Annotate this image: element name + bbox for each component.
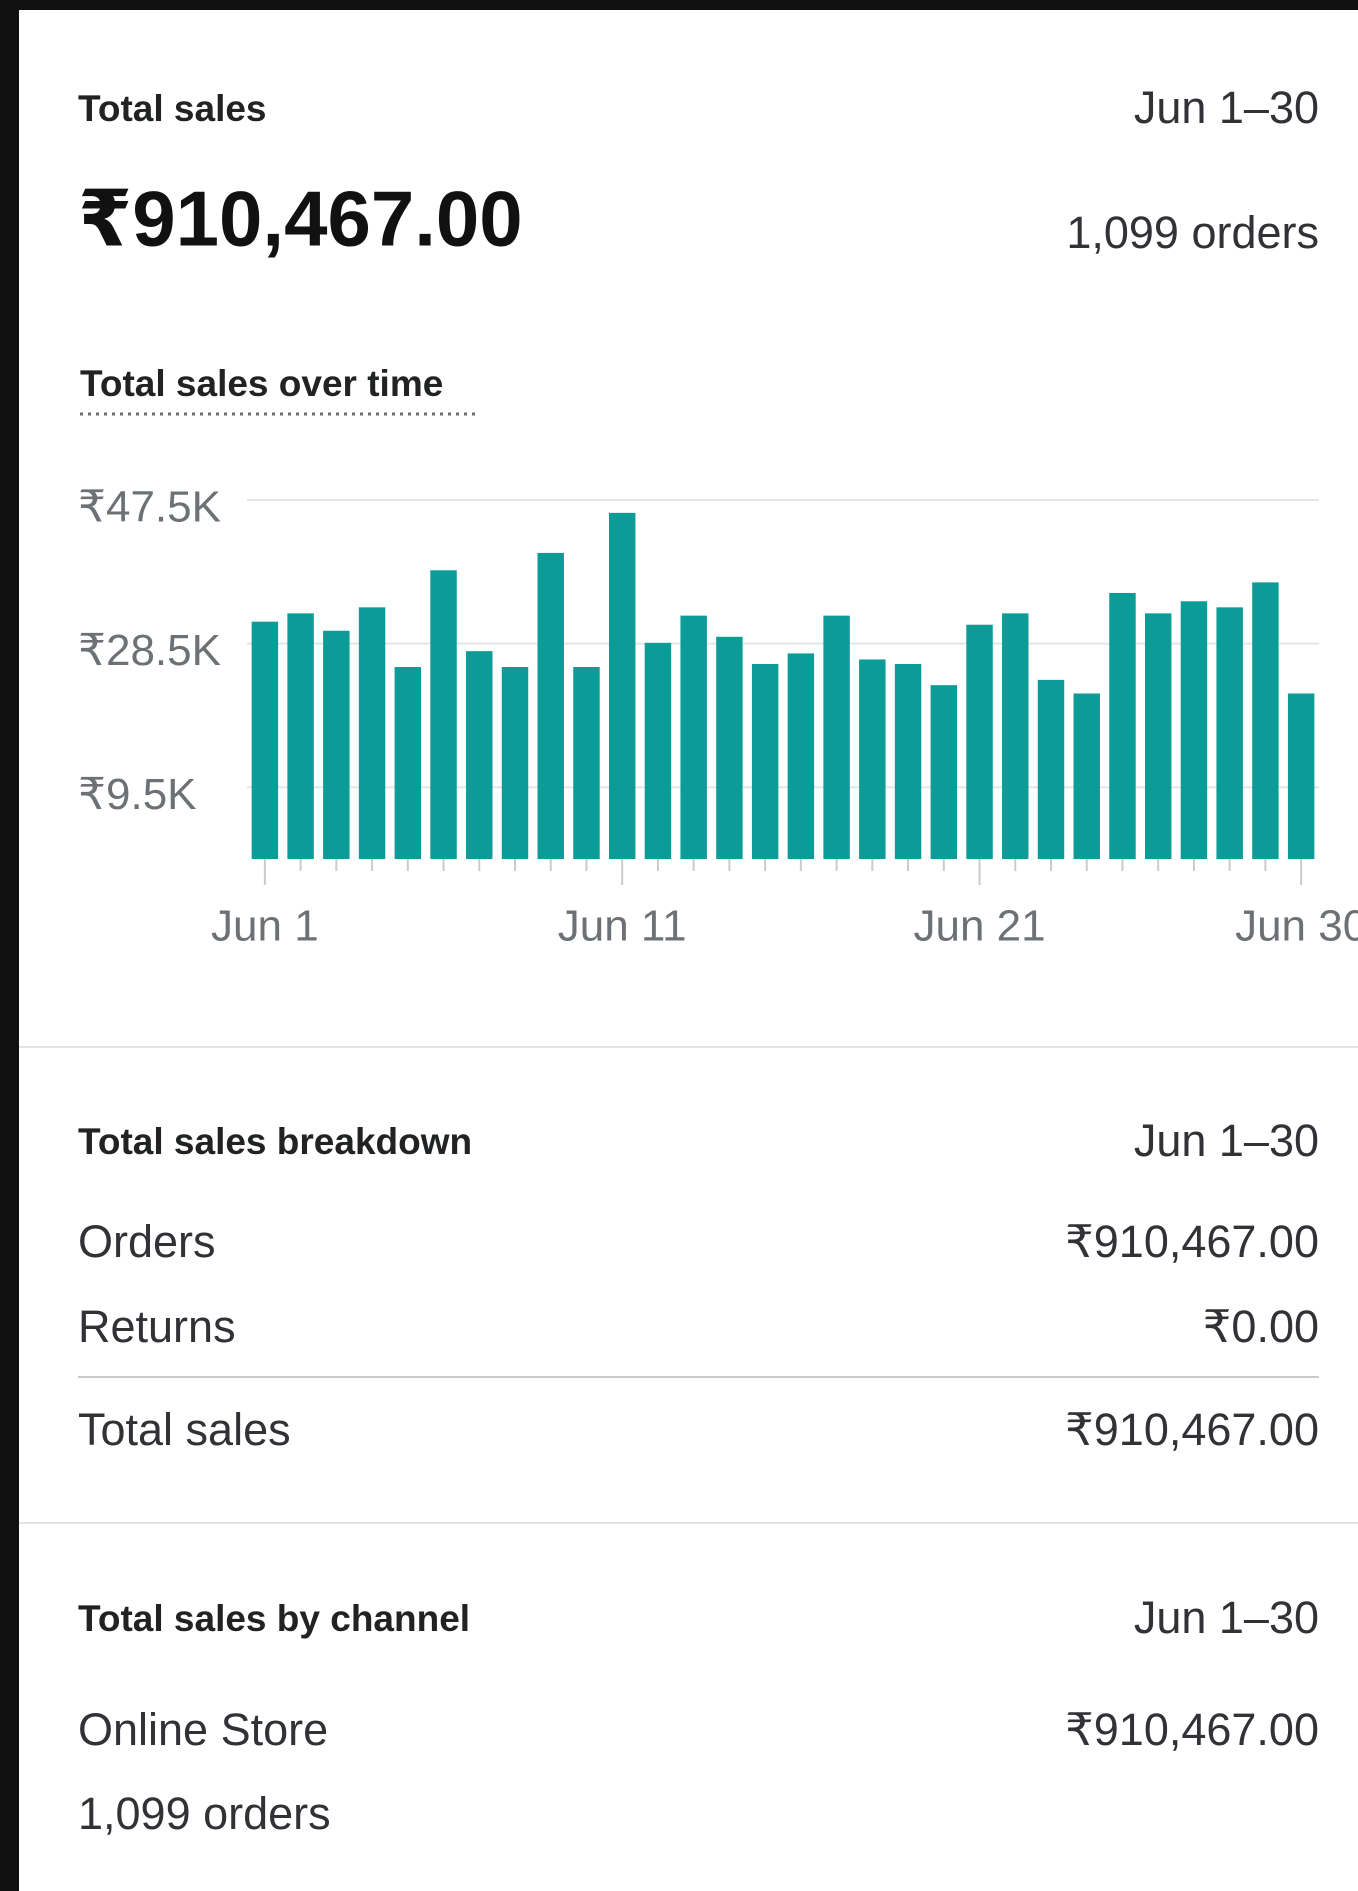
order-count: 1,099 orders — [1066, 207, 1319, 258]
channel-name: Online Store — [78, 1704, 328, 1755]
channel-amount: ₹910,467.00 — [1065, 1704, 1319, 1755]
y-tick-label: ₹28.5K — [78, 626, 221, 675]
date-range: Jun 1–30 — [1134, 82, 1319, 133]
x-tick-label: Jun 11 — [558, 902, 687, 951]
bar — [251, 621, 279, 859]
bar — [930, 685, 958, 859]
bar — [894, 664, 922, 859]
bar — [573, 667, 600, 859]
bar — [394, 667, 422, 859]
bar — [966, 624, 993, 859]
row-value: ₹0.00 — [1203, 1301, 1319, 1352]
bar — [1180, 601, 1208, 859]
card — [19, 10, 1358, 1891]
total-value: ₹910,467.00 — [1065, 1404, 1319, 1455]
bar — [537, 552, 564, 859]
bar — [859, 659, 886, 859]
date-range: Jun 1–30 — [1134, 1592, 1319, 1643]
bar — [466, 651, 493, 859]
bar — [1002, 613, 1029, 859]
x-tick-label: Jun 1 — [211, 902, 319, 951]
breakdown-title: Total sales breakdown — [78, 1121, 472, 1162]
bar — [1073, 693, 1100, 859]
bar — [1216, 607, 1243, 859]
channel-orders: 1,099 orders — [78, 1788, 331, 1839]
bar — [323, 630, 350, 859]
bar — [716, 636, 743, 859]
bar — [1287, 693, 1315, 859]
y-tick-label: ₹47.5K — [78, 483, 221, 532]
bar — [501, 667, 529, 859]
bar — [430, 570, 457, 859]
total-label: Total sales — [78, 1404, 291, 1455]
total-amount: ₹910,467.00 — [78, 175, 523, 263]
bar — [644, 642, 672, 859]
bar — [680, 615, 707, 859]
bar — [787, 653, 815, 859]
x-tick-label: Jun 21 — [913, 902, 1045, 951]
date-range: Jun 1–30 — [1134, 1115, 1319, 1166]
row-label: Orders — [78, 1216, 216, 1267]
bar — [608, 512, 636, 859]
chart-title[interactable]: Total sales over time — [80, 363, 443, 404]
channels-title: Total sales by channel — [78, 1598, 470, 1639]
row-label: Returns — [78, 1301, 236, 1352]
summary-title: Total sales — [78, 88, 267, 129]
bar — [1037, 679, 1065, 859]
bar — [823, 615, 850, 859]
y-tick-label: ₹9.5K — [78, 770, 197, 819]
bar — [1109, 592, 1136, 859]
bar — [751, 664, 779, 859]
x-tick-label: Jun 30 — [1235, 902, 1358, 951]
bar — [358, 607, 386, 859]
bar — [1252, 582, 1279, 859]
bar — [1144, 613, 1172, 859]
bar — [287, 613, 314, 859]
row-value: ₹910,467.00 — [1065, 1216, 1319, 1267]
